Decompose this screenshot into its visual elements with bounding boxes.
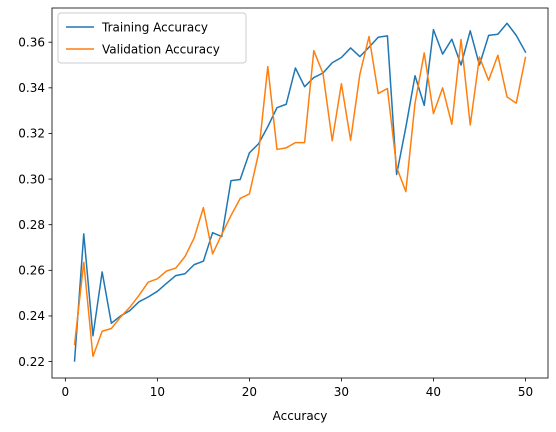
legend-frame [57, 12, 247, 64]
x-tick-label: 20 [242, 385, 257, 399]
x-axis-label: Accuracy [273, 409, 328, 423]
series-line-validation-accuracy [73, 35, 527, 358]
y-tick-label: 0.34 [18, 81, 45, 95]
plot-background [52, 8, 548, 378]
series-line-training-accuracy [73, 22, 527, 362]
legend-label-validation: Validation Accuracy [102, 43, 220, 57]
plot-frame [51, 7, 549, 379]
series-layer [73, 22, 527, 362]
x-tick-label: 10 [150, 385, 165, 399]
x-tick-label: 50 [518, 385, 533, 399]
tick-layer: 0 10 20 30 40 50 0.22 0.24 0.26 0.28 0.30 0.32 0.34 0… [18, 35, 533, 399]
x-tick-label: 0 [62, 385, 70, 399]
y-tick-label: 0.24 [18, 309, 45, 323]
y-tick-label: 0.28 [18, 218, 45, 232]
y-tick-label: 0.36 [18, 35, 45, 49]
x-tick-label: 30 [334, 385, 349, 399]
y-tick-label: 0.22 [18, 355, 45, 369]
y-tick-label: 0.30 [18, 172, 45, 186]
legend-label-training: Training Accuracy [101, 21, 208, 35]
y-tick-label: 0.32 [18, 127, 45, 141]
legend: Training Accuracy Validation Accuracy [57, 12, 247, 64]
x-tick-label: 40 [426, 385, 441, 399]
y-tick-label: 0.26 [18, 264, 45, 278]
